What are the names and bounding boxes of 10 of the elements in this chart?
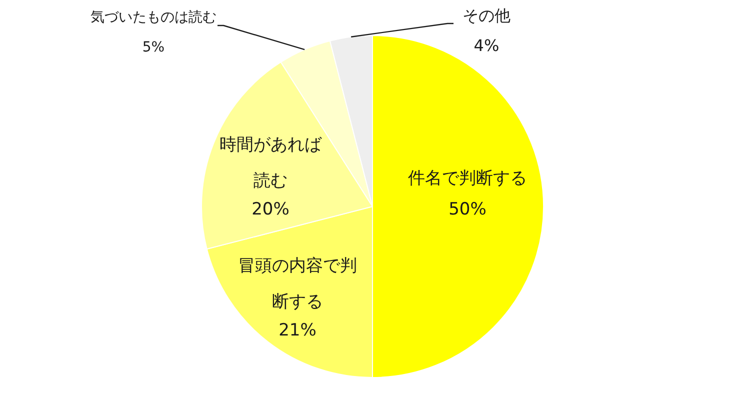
slice-label: 気づいたものは読む xyxy=(90,10,216,26)
data-label: 20% xyxy=(252,200,290,220)
data-label: 21% xyxy=(278,320,316,340)
slice-label: 件名で判断する xyxy=(408,168,527,188)
data-label: 50% xyxy=(448,200,486,220)
data-label: 5% xyxy=(142,40,165,56)
slice-label: その他 xyxy=(462,6,510,25)
slice-label: 時間があれば読む xyxy=(220,134,322,192)
data-label: 4% xyxy=(474,36,500,55)
slice-label: 冒頭の内容で判断する xyxy=(238,256,357,312)
